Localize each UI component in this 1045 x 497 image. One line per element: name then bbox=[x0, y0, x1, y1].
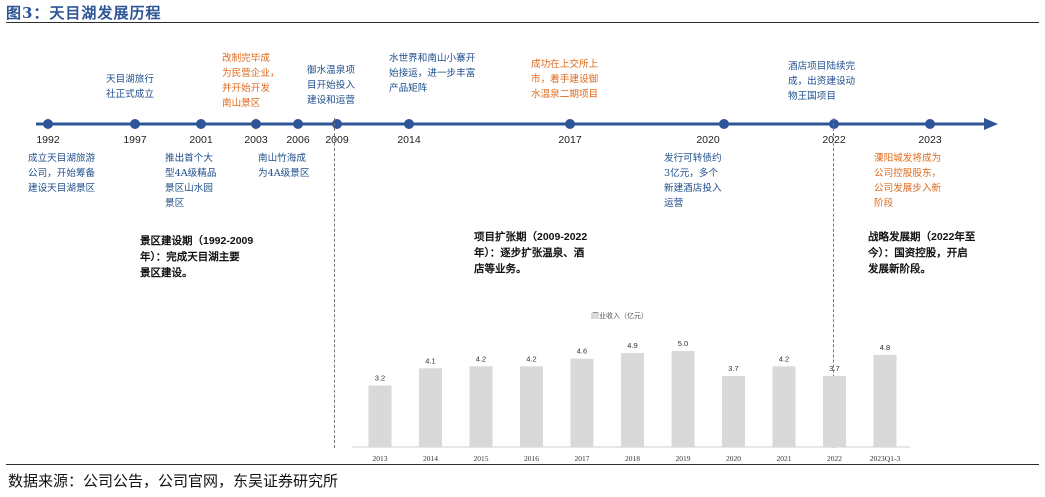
year-label: 2022 bbox=[822, 134, 846, 146]
event-1992: 成立天目湖旅游 公司，开始筹备 建设天目湖景区 bbox=[28, 153, 96, 194]
chart-title: 营业收入（亿元） bbox=[592, 311, 648, 320]
bar-value-label: 3.7 bbox=[728, 364, 738, 373]
category-tick-label: 2020 bbox=[726, 454, 741, 463]
category-tick-label: 2021 bbox=[777, 454, 792, 463]
event-2014: 水世界和南山小寨开 始接运，进一步丰富 产品矩阵 bbox=[389, 53, 476, 94]
bar-value-label: 4.8 bbox=[880, 343, 890, 352]
year-label: 2009 bbox=[325, 134, 349, 146]
event-2017: 成功在上交所上 市，着手建设御 水温泉二期项目 bbox=[531, 59, 599, 100]
event-2003: 改制完毕成 为民营企业， 并开始开发 南山景区 bbox=[222, 53, 280, 109]
bar-value-label: 5.0 bbox=[678, 339, 688, 348]
bar-2018 bbox=[621, 352, 644, 447]
bar-value-label: 4.2 bbox=[526, 354, 536, 363]
bar-2016 bbox=[520, 366, 543, 447]
year-label: 2001 bbox=[189, 134, 213, 146]
year-label: 2020 bbox=[696, 134, 720, 146]
year-label: 2006 bbox=[286, 134, 310, 146]
bar-2020 bbox=[722, 375, 745, 447]
phase-project-expansion: 项目扩张期（2009-2022 年）：逐步扩张温泉、酒 店等业务。 bbox=[474, 231, 588, 275]
bar-2017 bbox=[570, 358, 594, 447]
bar-2021 bbox=[772, 366, 796, 447]
event-2009: 御水温泉项 目开始投入 建设和运营 bbox=[307, 65, 355, 106]
category-tick-label: 2015 bbox=[474, 454, 489, 463]
category-tick-label: 2018 bbox=[625, 454, 640, 463]
bar-value-label: 4.1 bbox=[425, 356, 435, 365]
bar-value-label: 4.9 bbox=[627, 341, 637, 350]
timeline-dot bbox=[925, 119, 935, 129]
bar-value-label: 3.2 bbox=[375, 374, 385, 383]
phase-strategic-development: 战略发展期（2022年至 今）：国资控股，开启 发展新阶段。 bbox=[868, 231, 976, 275]
category-tick-label: 2017 bbox=[575, 454, 590, 463]
category-tick-label: 2016 bbox=[524, 454, 539, 463]
timeline-dot bbox=[719, 119, 729, 129]
category-tick-label: 2013 bbox=[373, 454, 388, 463]
event-2022: 酒店项目陆续完 成，出资建设动 物王国项目 bbox=[788, 61, 856, 102]
bar-2019 bbox=[671, 351, 695, 447]
phase-divider-2022 bbox=[833, 118, 834, 448]
legend-swatch bbox=[591, 313, 599, 319]
year-label: 2023 bbox=[918, 134, 942, 146]
bottom-rule bbox=[6, 464, 1039, 465]
timeline-dot bbox=[404, 119, 414, 129]
event-2023: 溧阳城发将成为 公司控股股东， 公司发展步入新 阶段 bbox=[874, 153, 942, 209]
bar-value-label: 4.2 bbox=[779, 354, 789, 363]
bar-2015 bbox=[469, 366, 493, 447]
timeline-dot bbox=[130, 119, 140, 129]
timeline-dot bbox=[293, 119, 303, 129]
event-2006: 南山竹海成 为4A级景区 bbox=[258, 153, 310, 179]
category-tick-label: 2023Q1-3 bbox=[870, 454, 901, 463]
figure-title: 图3：天目湖发展历程 bbox=[6, 4, 162, 22]
bar-2013 bbox=[368, 385, 392, 447]
bar-2014 bbox=[419, 368, 442, 447]
timeline-dot bbox=[196, 119, 206, 129]
bar-2023Q1-3 bbox=[873, 354, 897, 447]
event-2020: 发行可转债约 3亿元，多个 新建酒店投入 运营 bbox=[664, 153, 722, 209]
top-rule bbox=[6, 22, 1039, 23]
year-label: 1997 bbox=[123, 134, 147, 146]
timeline-dot bbox=[251, 119, 261, 129]
category-tick-label: 2014 bbox=[423, 454, 438, 463]
bar-value-label: 3.7 bbox=[829, 364, 839, 373]
phase-divider-2009 bbox=[334, 118, 335, 448]
bar-value-label: 4.6 bbox=[577, 347, 587, 356]
year-label: 1992 bbox=[36, 134, 60, 146]
event-2001: 推出首个大 型4A级精品 景区山水园 景区 bbox=[165, 153, 217, 209]
year-label: 2014 bbox=[397, 134, 421, 146]
timeline-dot bbox=[565, 119, 575, 129]
data-source: 数据来源：公司公告，公司官网，东吴证券研究所 bbox=[8, 472, 339, 490]
timeline-dot bbox=[829, 119, 839, 129]
timeline-dot bbox=[43, 119, 53, 129]
year-label: 2017 bbox=[558, 134, 582, 146]
timeline-arrow bbox=[984, 118, 998, 130]
phase-scenic-construction: 景区建设期（1992-2009 年）：完成天目湖主要 景区建设。 bbox=[140, 235, 254, 279]
bar-value-label: 4.2 bbox=[476, 354, 486, 363]
bar-2022 bbox=[823, 375, 846, 447]
event-1997: 天目湖旅行 社正式成立 bbox=[106, 74, 154, 100]
year-label: 2003 bbox=[244, 134, 268, 146]
category-tick-label: 2022 bbox=[827, 454, 842, 463]
category-tick-label: 2019 bbox=[676, 454, 691, 463]
